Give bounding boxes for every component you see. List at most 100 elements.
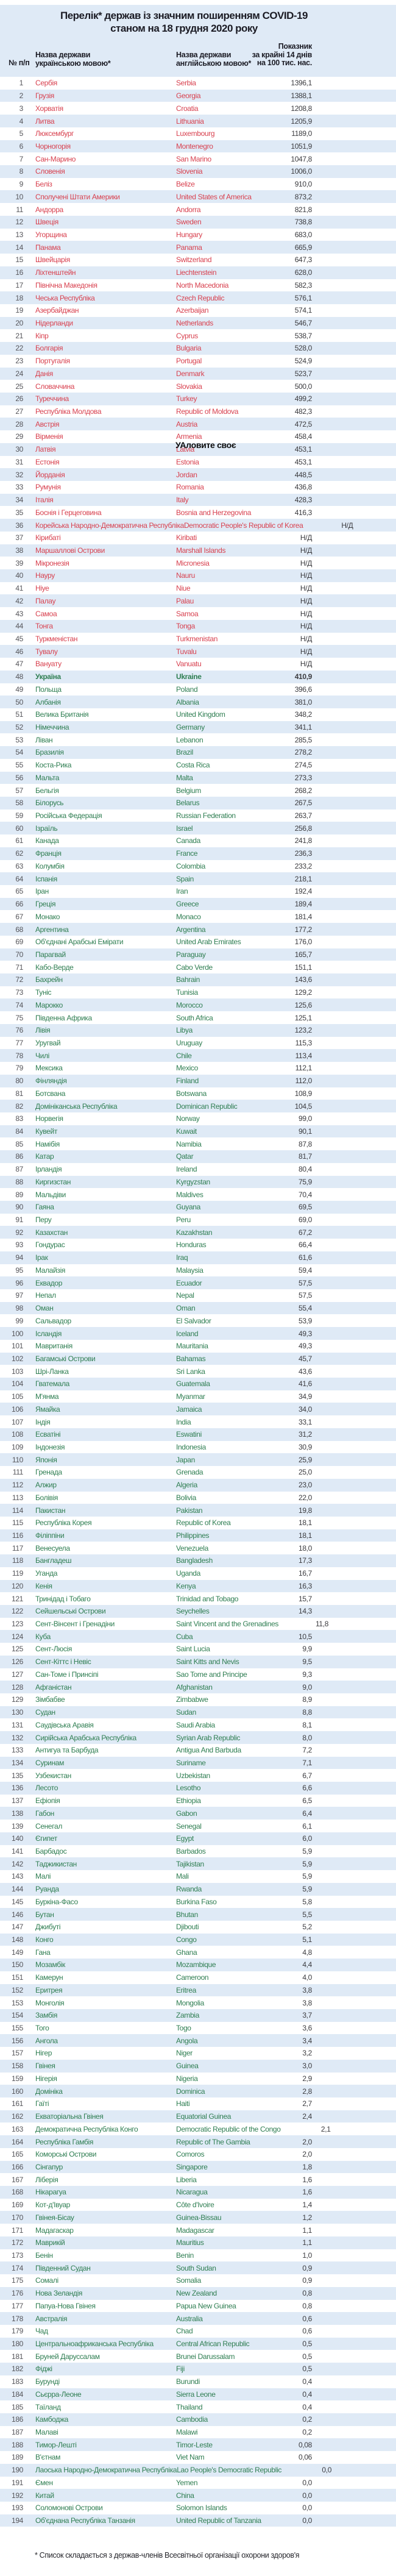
indicator-value: 1006,0 <box>291 167 312 176</box>
indicator-value: 81,7 <box>299 1152 312 1161</box>
row-number: 66 <box>15 900 23 909</box>
country-name-uk: Ліберія <box>35 2175 58 2184</box>
row-number: 96 <box>15 1278 23 1287</box>
table-row: 119 Уганда Uganda 16,7 <box>0 1567 396 1580</box>
country-name-uk: Хорватія <box>35 104 63 113</box>
table-row: 68 Аргентина Argentina 177,2 <box>0 923 396 936</box>
country-name-uk: Мексика <box>35 1064 63 1073</box>
indicator-value: 69,5 <box>299 1203 312 1212</box>
country-name-en: Saudi Arabia <box>176 1720 215 1729</box>
country-name-uk: Малі <box>35 1872 51 1881</box>
country-name-en: Belize <box>176 180 195 189</box>
table-row: 6 Чорногорія Montenegro 1051,9 <box>0 140 396 153</box>
country-name-en: Algeria <box>176 1481 197 1490</box>
country-name-uk: Уганда <box>35 1569 58 1578</box>
row-number: 156 <box>12 2036 23 2045</box>
row-number: 188 <box>12 2440 23 2449</box>
country-name-uk: Боснія і Герцеговина <box>35 508 102 517</box>
country-name-en: Uzbekistan <box>176 1771 210 1780</box>
table-row: 189 В'єтнам Viet Nam 0,06 <box>0 2451 396 2464</box>
country-name-en: Namibia <box>176 1139 202 1148</box>
country-name-en: Chile <box>176 1051 192 1060</box>
country-name-uk: Бангладеш <box>35 1556 72 1565</box>
table-row: 57 Бельгія Belgium 268,2 <box>0 784 396 797</box>
country-name-uk: Філіппіни <box>35 1531 65 1540</box>
country-name-en: Sudan <box>176 1708 196 1717</box>
indicator-value: 410,9 <box>294 672 313 681</box>
row-number: 118 <box>12 1556 23 1565</box>
row-number: 93 <box>15 1240 23 1250</box>
row-number: 153 <box>12 1998 23 2007</box>
country-name-uk: Казахстан <box>35 1228 68 1237</box>
country-name-en: Monaco <box>176 912 201 921</box>
table-row: 194 Об'єднана Республіка Танзанія United R… <box>0 2514 396 2527</box>
table-row: 34 Італія Italy 428,3 <box>0 493 396 507</box>
country-name-en: Afghanistan <box>176 1682 213 1692</box>
row-number: 141 <box>12 1846 23 1856</box>
row-number: 159 <box>12 2074 23 2083</box>
country-name-en: Suriname <box>176 1758 206 1767</box>
row-number: 150 <box>12 1960 23 1969</box>
indicator-value: 181,4 <box>294 912 313 921</box>
row-number: 16 <box>15 268 23 277</box>
column-header-indicator-line2: за крайні 14 днів <box>252 50 313 59</box>
row-number: 124 <box>12 1632 23 1641</box>
indicator-value: 15,7 <box>299 1594 312 1603</box>
table-row: 88 Киргизстан Kyrgyzstan 75,9 <box>0 1175 396 1189</box>
row-number: 155 <box>12 2024 23 2033</box>
row-number: 95 <box>15 1265 23 1275</box>
indicator-value: 453,1 <box>294 445 313 454</box>
table-row: 182 Фіджі Fiji 0,5 <box>0 2363 396 2375</box>
table-row: 124 Куба Cuba 10,5 <box>0 1630 396 1643</box>
table-row: 93 Гондурас Honduras 66,4 <box>0 1239 396 1251</box>
indicator-value: 43,6 <box>299 1367 312 1376</box>
country-name-uk: Чад <box>35 2327 48 2336</box>
row-number: 63 <box>15 861 23 870</box>
country-name-uk: Мозамбік <box>35 1960 65 1969</box>
row-number: 44 <box>15 622 23 631</box>
row-number: 100 <box>12 1329 23 1338</box>
country-name-uk: Кенія <box>35 1581 52 1590</box>
indicator-value: 8,8 <box>302 1708 312 1717</box>
row-number: 7 <box>19 154 24 163</box>
country-name-uk: Україна <box>35 672 61 681</box>
table-row: 161 Гаїті Haiti 2,7 <box>0 2097 396 2110</box>
table-row: 4 Литва Lithuania 1205,9 <box>0 115 396 127</box>
country-name-uk: Домініка <box>35 2087 63 2096</box>
table-row: 132 Сирійська Арабська Республіка Syrian A… <box>0 1731 396 1744</box>
row-number: 147 <box>12 1923 23 1932</box>
row-number: 125 <box>12 1645 23 1654</box>
country-name-uk: Камерун <box>35 1973 63 1982</box>
row-number: 97 <box>15 1291 23 1300</box>
country-name-en: Slovenia <box>176 167 203 176</box>
row-number: 50 <box>15 697 23 706</box>
country-name-en: New Zealand <box>176 2289 217 2298</box>
row-number: 40 <box>15 571 23 580</box>
country-name-en: India <box>176 1417 191 1426</box>
indicator-value: 0,8 <box>302 2289 312 2298</box>
country-name-en: Latvia <box>176 445 194 454</box>
column-header-english-name: Назва держави англійською мовою* <box>176 51 251 68</box>
country-name-en: Madagascar <box>176 2226 214 2235</box>
indicator-value: 1205,9 <box>291 116 312 126</box>
indicator-value: 6,5 <box>302 1796 312 1806</box>
country-name-en: Rwanda <box>176 1885 202 1894</box>
row-number: 163 <box>12 2124 23 2133</box>
country-name-en: Singapore <box>176 2162 208 2171</box>
indicator-value: 17,3 <box>299 1556 312 1565</box>
country-name-uk: Екваторіальна Гвінея <box>35 2112 104 2121</box>
indicator-value: 3,2 <box>302 2049 312 2058</box>
table-row: 13 Угорщина Hungary 683,0 <box>0 229 396 241</box>
table-row: 193 Соломонові Острови Solomon Islands 0,0 <box>0 2502 396 2514</box>
table-row: 63 Колумбія Colombia 233,2 <box>0 860 396 873</box>
indicator-value: Н/Д <box>300 558 312 568</box>
row-number: 6 <box>19 141 24 151</box>
country-name-en: Equatorial Guinea <box>176 2112 232 2121</box>
country-name-uk: Румунія <box>35 483 61 492</box>
indicator-value: 5,2 <box>302 1923 312 1932</box>
indicator-value: 2,9 <box>302 2074 312 2083</box>
country-name-uk: Болівія <box>35 1493 58 1502</box>
indicator-value: 2,0 <box>302 2137 312 2146</box>
country-name-en: Grenada <box>176 1468 203 1477</box>
row-number: 148 <box>12 1935 23 1944</box>
